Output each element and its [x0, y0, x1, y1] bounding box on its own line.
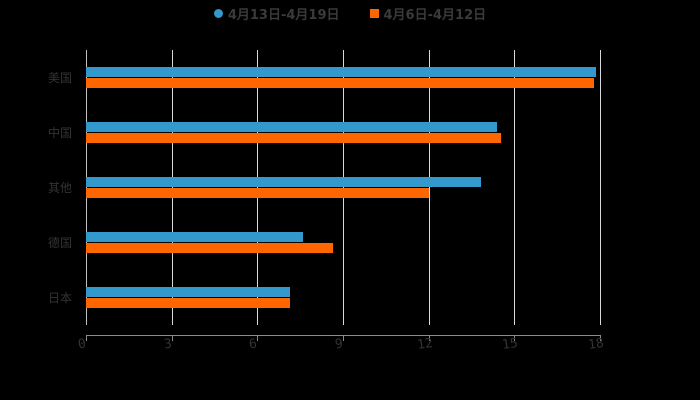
bar[interactable] [86, 298, 291, 308]
legend-label: 4月13日-4月19日 [227, 8, 340, 23]
gridline [514, 50, 516, 325]
bar[interactable] [86, 78, 595, 88]
chart-legend: 4月13日-4月19日 4月6日-4月12日 [0, 4, 700, 23]
x-tick-label: 18 [587, 335, 605, 354]
gridline [343, 50, 344, 325]
gridline [257, 50, 259, 325]
gridline [171, 50, 173, 325]
gridline [600, 50, 601, 325]
y-category-label: 中国 [48, 126, 73, 140]
x-tick [257, 335, 259, 341]
legend-square-icon [369, 9, 379, 18]
gridline [428, 50, 430, 325]
x-tick-label: 15 [501, 335, 520, 354]
x-tick [86, 335, 87, 341]
y-axis-line [86, 50, 87, 325]
x-tick [514, 335, 516, 341]
x-tick-label: 3 [162, 336, 173, 353]
legend-label: 4月6日-4月12日 [383, 8, 487, 23]
bar[interactable] [86, 122, 498, 132]
legend-circle-icon [213, 9, 223, 18]
y-category-label: 德国 [48, 236, 73, 250]
legend-item-series-1[interactable]: 4月13日-4月19日 [213, 4, 340, 23]
y-category-label: 日本 [48, 291, 73, 305]
x-tick [600, 335, 601, 341]
bar[interactable] [86, 188, 429, 198]
bar[interactable] [86, 243, 333, 253]
legend-item-series-2[interactable]: 4月6日-4月12日 [369, 4, 487, 23]
bar[interactable] [86, 232, 304, 242]
bar[interactable] [86, 287, 291, 297]
x-tick [428, 335, 430, 341]
x-tick [343, 335, 344, 341]
bar[interactable] [86, 133, 502, 143]
y-category-label: 其他 [48, 181, 73, 195]
x-tick [171, 335, 173, 341]
x-tick-label: 12 [415, 335, 434, 354]
bar[interactable] [86, 67, 596, 77]
y-category-label: 美国 [48, 71, 73, 85]
bar[interactable] [86, 177, 482, 187]
plot-area [86, 50, 601, 325]
